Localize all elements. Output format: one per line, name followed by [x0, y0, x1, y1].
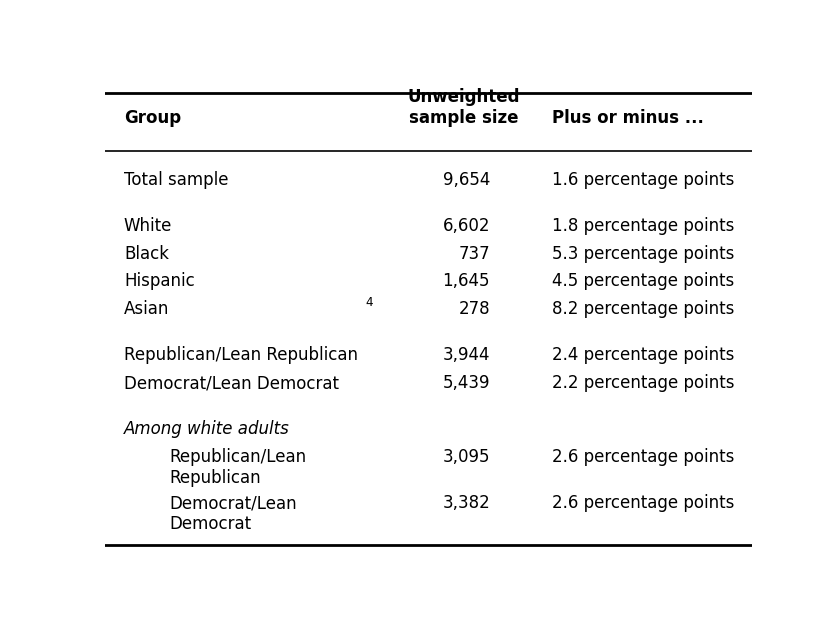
Text: 5,439: 5,439 — [442, 374, 490, 392]
Text: 1,645: 1,645 — [442, 272, 490, 291]
Text: Asian: Asian — [124, 300, 170, 318]
Text: 9,654: 9,654 — [442, 171, 490, 189]
Text: 4: 4 — [365, 296, 373, 309]
Text: Total sample: Total sample — [124, 171, 228, 189]
Text: Group: Group — [124, 109, 181, 127]
Text: 1.8 percentage points: 1.8 percentage points — [552, 217, 734, 235]
Text: White: White — [124, 217, 172, 235]
Text: Black: Black — [124, 245, 169, 263]
Text: 2.4 percentage points: 2.4 percentage points — [552, 346, 734, 365]
Text: 3,382: 3,382 — [442, 494, 490, 513]
Text: 737: 737 — [458, 245, 490, 263]
Text: 278: 278 — [458, 300, 490, 318]
Text: 8.2 percentage points: 8.2 percentage points — [552, 300, 734, 318]
Text: 4.5 percentage points: 4.5 percentage points — [552, 272, 734, 291]
Text: Democrat/Lean
Democrat: Democrat/Lean Democrat — [169, 494, 297, 533]
Text: Republican/Lean Republican: Republican/Lean Republican — [124, 346, 358, 365]
Text: Republican/Lean
Republican: Republican/Lean Republican — [169, 448, 307, 487]
Text: Plus or minus ...: Plus or minus ... — [552, 109, 703, 127]
Text: 2.6 percentage points: 2.6 percentage points — [552, 494, 734, 513]
Text: Hispanic: Hispanic — [124, 272, 195, 291]
Text: Unweighted
sample size: Unweighted sample size — [408, 88, 520, 127]
Text: Among white adults: Among white adults — [124, 420, 290, 439]
Text: 6,602: 6,602 — [442, 217, 490, 235]
Text: 2.2 percentage points: 2.2 percentage points — [552, 374, 734, 392]
Text: 1.6 percentage points: 1.6 percentage points — [552, 171, 734, 189]
Text: 5.3 percentage points: 5.3 percentage points — [552, 245, 734, 263]
Text: 3,095: 3,095 — [442, 448, 490, 466]
Text: Democrat/Lean Democrat: Democrat/Lean Democrat — [124, 374, 339, 392]
Text: 3,944: 3,944 — [442, 346, 490, 365]
Text: 2.6 percentage points: 2.6 percentage points — [552, 448, 734, 466]
